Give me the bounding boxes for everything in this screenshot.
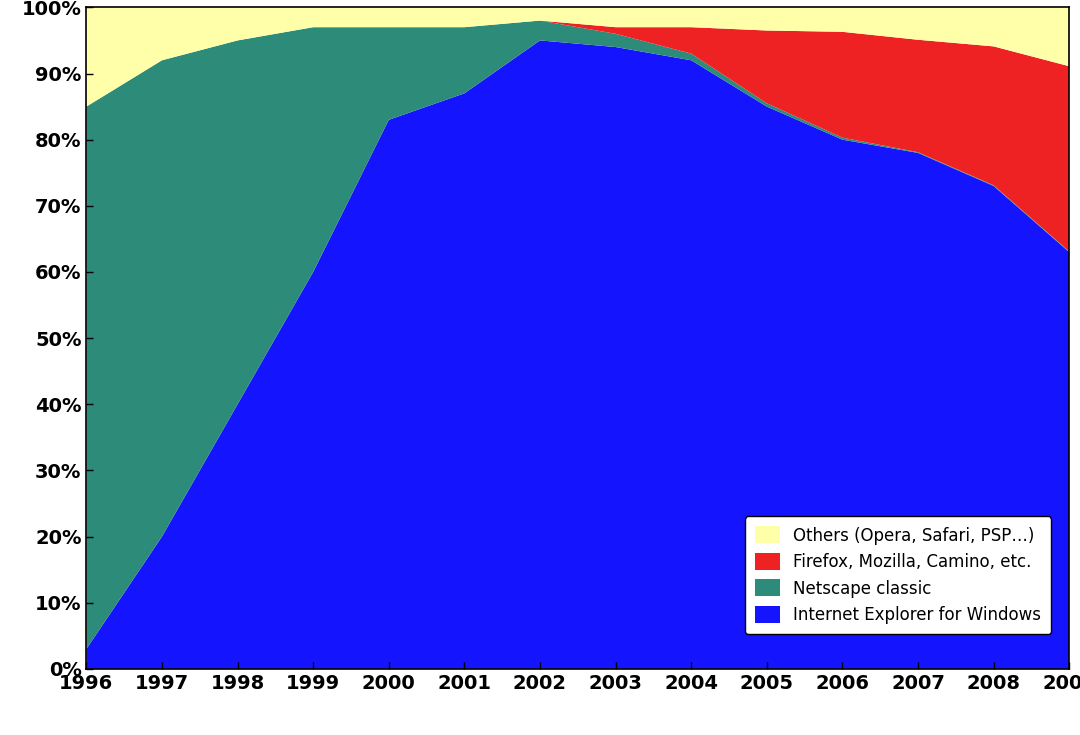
Legend: Others (Opera, Safari, PSP…), Firefox, Mozilla, Camino, etc., Netscape classic, : Others (Opera, Safari, PSP…), Firefox, M…: [745, 517, 1051, 634]
